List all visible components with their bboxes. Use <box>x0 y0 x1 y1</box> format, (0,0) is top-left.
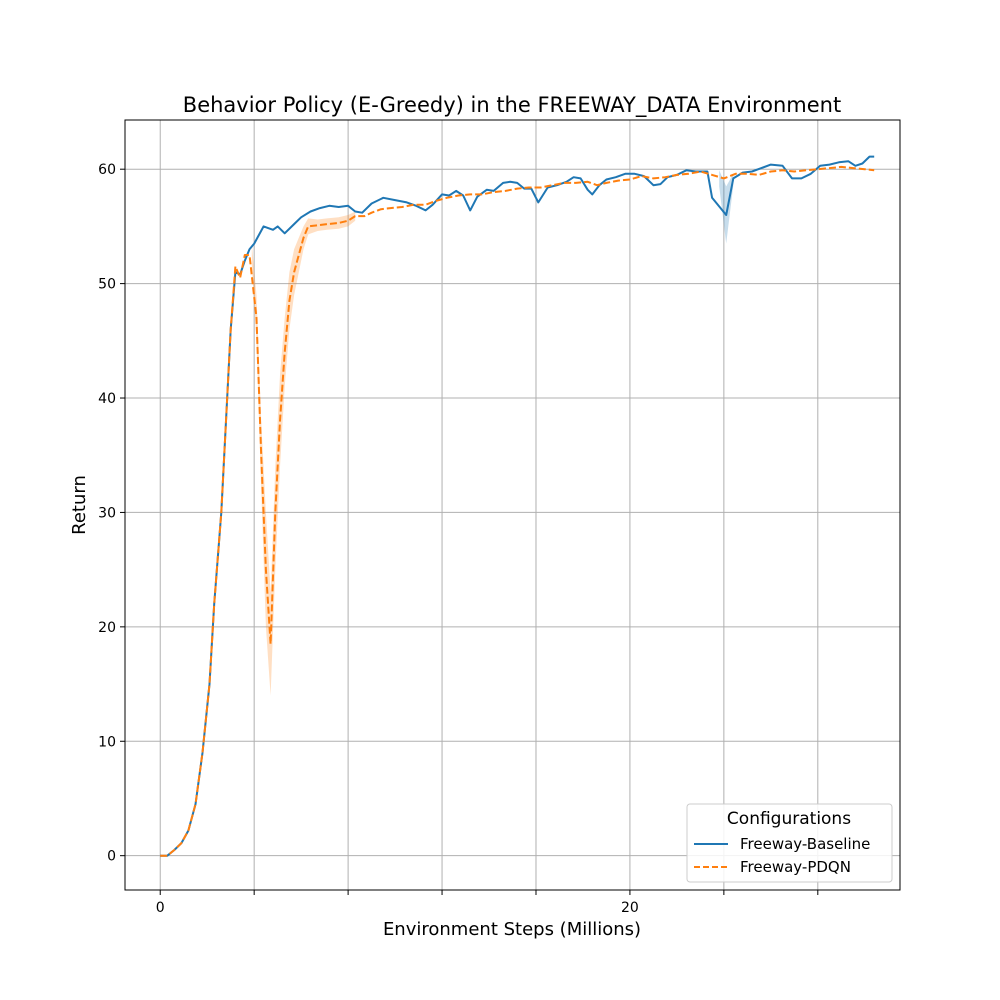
legend-label-baseline: Freeway-Baseline <box>740 835 870 853</box>
series-line-baseline <box>160 155 875 857</box>
grid <box>125 120 900 890</box>
legend-box <box>686 803 893 883</box>
y-tick-label: 10 <box>98 734 116 750</box>
confidence-band-baseline <box>719 170 734 244</box>
x-tick-label: 0 <box>156 900 165 916</box>
y-tick-label: 20 <box>98 620 116 636</box>
legend: Configurations Freeway-Baseline Freeway-… <box>686 803 893 883</box>
y-axis-ticks: 0 10 20 30 40 50 60 <box>98 162 125 865</box>
series-line-pdqn <box>160 165 875 857</box>
x-tick-label: 20 <box>621 900 639 916</box>
y-tick-label: 30 <box>98 505 116 521</box>
x-axis-ticks: 0 20 <box>156 890 819 916</box>
chart-title: Behavior Policy (E-Greedy) in the FREEWA… <box>183 93 841 118</box>
y-axis-title: Return <box>69 475 90 535</box>
y-tick-label: 60 <box>98 162 116 178</box>
series-lines <box>160 155 875 857</box>
y-tick-label: 40 <box>98 391 116 407</box>
legend-title: Configurations <box>727 809 851 829</box>
legend-label-pdqn: Freeway-PDQN <box>740 858 851 876</box>
y-tick-label: 50 <box>98 277 116 293</box>
confidence-bands <box>251 170 734 696</box>
y-tick-label: 0 <box>107 849 116 865</box>
x-axis-title: Environment Steps (Millions) <box>383 919 641 940</box>
plot-frame <box>124 119 901 891</box>
